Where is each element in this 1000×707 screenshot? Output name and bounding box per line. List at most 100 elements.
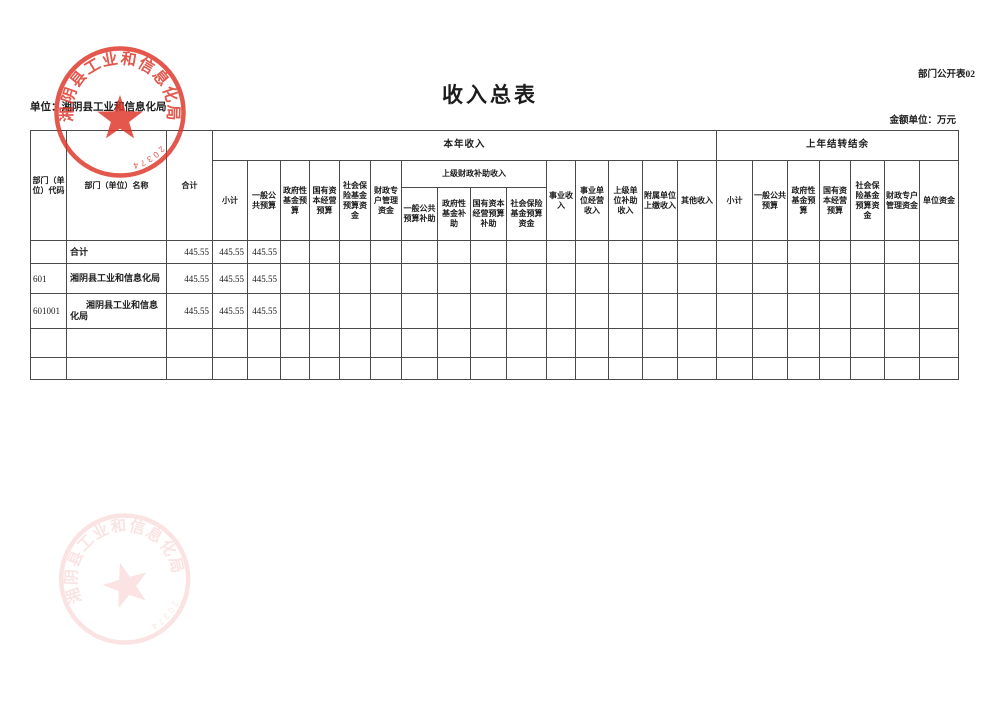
cell [919, 357, 960, 380]
cell-dept-code: 601001 [30, 293, 67, 329]
cell [716, 328, 754, 358]
cell-dept-code [30, 240, 67, 264]
cell [506, 263, 547, 294]
cell [787, 240, 821, 264]
col-header-general-budget: 一般公共预算 [247, 160, 281, 241]
cell [752, 240, 789, 264]
cell [575, 293, 609, 329]
cell: 445.55 [166, 263, 213, 294]
cell [642, 263, 678, 294]
cell [280, 293, 310, 329]
seal-ring [54, 46, 186, 178]
cell [676, 263, 718, 294]
cell [850, 240, 886, 264]
cell [166, 357, 213, 380]
cell-dept-name: 湘阴县工业和信息化局 [66, 263, 167, 294]
seal-star-icon [97, 95, 143, 139]
cell [437, 240, 471, 264]
cell [309, 328, 340, 358]
cell [575, 357, 609, 380]
cell [752, 328, 789, 358]
cell [470, 328, 507, 358]
cell [437, 263, 471, 294]
cell [716, 357, 754, 380]
cell [850, 357, 886, 380]
cell [819, 357, 852, 380]
cell [280, 263, 310, 294]
cell [716, 293, 754, 329]
cell [608, 328, 643, 358]
cell [608, 357, 643, 380]
col-header-carryover-fiscal-account: 财政专户管理资金 [884, 160, 921, 241]
unit-label: 单位：湘阴县工业和信息化局 [30, 102, 167, 113]
cell-dept-code: 601 [30, 263, 67, 294]
cell [884, 263, 921, 294]
col-header-carryover-general-budget: 一般公共预算 [752, 160, 789, 241]
col-header-superior-unit-subsidy: 上级单位补助收入 [608, 160, 643, 241]
cell [676, 293, 718, 329]
col-header-affiliated-remit: 附属单位上缴收入 [642, 160, 678, 241]
income-summary-table: 部门（单位）代码 部门（单位）名称 合计 本年收入 上年结转结余 小计 一般公共… [30, 130, 960, 380]
cell [309, 357, 340, 380]
cell [787, 328, 821, 358]
col-group-carryover: 上年结转结余 [716, 130, 960, 161]
cell [752, 357, 789, 380]
cell [339, 293, 371, 329]
cell [370, 293, 402, 329]
cell [401, 328, 438, 358]
col-header-business-income: 事业收入 [546, 160, 576, 241]
cell [339, 263, 371, 294]
col-header-fiscal-account: 财政专户管理资金 [370, 160, 402, 241]
cell [575, 263, 609, 294]
cell [309, 263, 340, 294]
cell-dept-code [30, 328, 67, 358]
cell [506, 328, 547, 358]
cell [787, 357, 821, 380]
cell-dept-name [66, 328, 167, 358]
cell [608, 293, 643, 329]
cell [470, 240, 507, 264]
col-header-gov-fund: 政府性基金预算 [280, 160, 310, 241]
cell [212, 328, 248, 358]
cell [339, 357, 371, 380]
cell [546, 357, 576, 380]
cell [470, 357, 507, 380]
cell [401, 357, 438, 380]
cell-dept-name: 湘阴县工业和信息化局 [66, 293, 167, 329]
cell [819, 293, 852, 329]
cell [642, 357, 678, 380]
cell [247, 328, 281, 358]
cell [819, 328, 852, 358]
cell: 445.55 [212, 240, 248, 264]
col-header-subsidy-state-capital: 国有资本经营预算补助 [470, 187, 507, 241]
cell: 445.55 [247, 240, 281, 264]
cell [370, 263, 402, 294]
cell [546, 240, 576, 264]
table-body: 合计 445.55 445.55 445.55 601 湘阴县工业和信息化局 445… [30, 240, 960, 380]
cell [546, 293, 576, 329]
cell-dept-code [30, 357, 67, 380]
cell [437, 328, 471, 358]
col-header-subsidy-gov-fund: 政府性基金补助 [437, 187, 471, 241]
amount-unit-label: 金额单位：万元 [889, 116, 956, 126]
cell [280, 328, 310, 358]
cell [339, 240, 371, 264]
cell [676, 328, 718, 358]
cell: 445.55 [247, 263, 281, 294]
table-header: 部门（单位）代码 部门（单位）名称 合计 本年收入 上年结转结余 小计 一般公共… [30, 130, 960, 241]
cell [370, 240, 402, 264]
col-header-carryover-state-capital: 国有资本经营预算 [819, 160, 852, 241]
cell: 445.55 [166, 240, 213, 264]
cell [470, 263, 507, 294]
page-title: 收入总表 [442, 83, 538, 107]
cell [280, 240, 310, 264]
cell [546, 328, 576, 358]
cell [506, 240, 547, 264]
cell [919, 263, 960, 294]
cell: 445.55 [166, 293, 213, 329]
col-header-subsidy-social: 社会保险基金预算资金 [506, 187, 547, 241]
cell [339, 328, 371, 358]
cell: 445.55 [212, 263, 248, 294]
cell [716, 240, 754, 264]
